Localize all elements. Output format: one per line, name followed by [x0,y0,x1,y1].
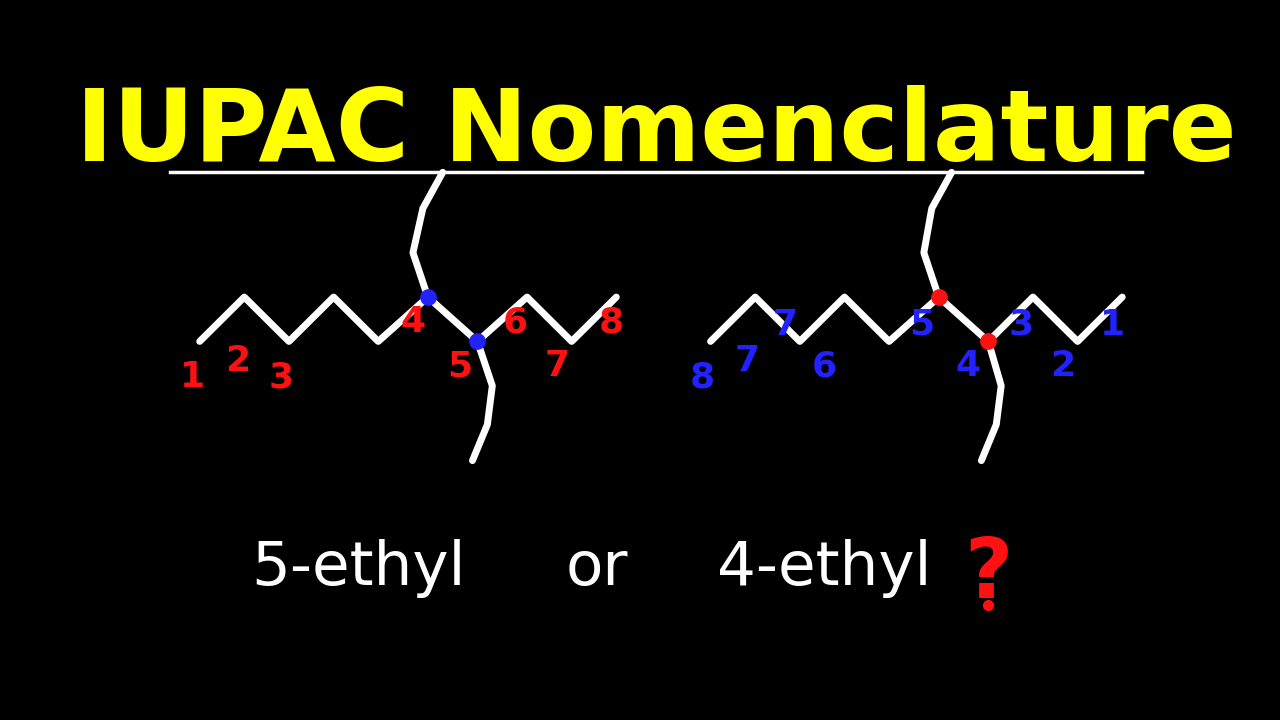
Text: 5-ethyl: 5-ethyl [251,539,466,598]
Text: ?: ? [964,534,1012,615]
Text: 4: 4 [401,305,425,339]
Text: 2: 2 [225,344,250,378]
Text: 4-ethyl: 4-ethyl [717,539,932,598]
Text: 8: 8 [690,361,716,395]
Text: 6: 6 [503,305,527,339]
Text: 2: 2 [1050,349,1075,383]
Text: 1: 1 [180,361,205,395]
Text: IUPAC Nomenclature: IUPAC Nomenclature [76,85,1236,182]
Text: 7: 7 [772,307,797,342]
Text: 8: 8 [599,305,623,339]
Text: 3: 3 [269,361,293,395]
Text: 7: 7 [735,344,760,378]
Text: 7: 7 [544,349,570,383]
Text: 5: 5 [447,349,472,383]
Text: 4: 4 [956,349,980,383]
Text: or: or [566,539,627,598]
Text: 6: 6 [812,349,837,383]
Text: 3: 3 [1009,307,1034,342]
Text: 1: 1 [1100,307,1125,342]
Text: 5: 5 [909,307,934,342]
